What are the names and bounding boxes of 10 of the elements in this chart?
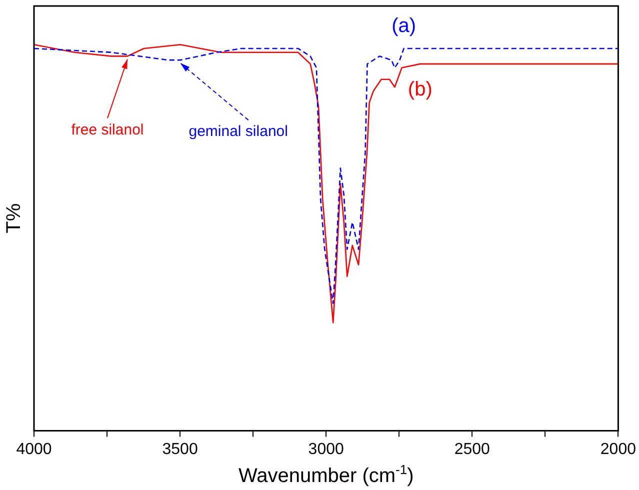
x-tick-label: 2500 (454, 440, 490, 458)
x-tick-label: 3000 (308, 440, 344, 458)
x-tick-label: 3500 (162, 440, 198, 458)
x-tick-label: 2000 (600, 440, 636, 458)
series-label: (a) (392, 14, 416, 37)
annotation: geminal silanol (188, 123, 288, 140)
annotation: free silanol (71, 121, 144, 138)
series-label: (b) (408, 78, 432, 100)
x-tick-label: 4000 (16, 440, 52, 458)
y-axis-title: T% (3, 203, 25, 234)
